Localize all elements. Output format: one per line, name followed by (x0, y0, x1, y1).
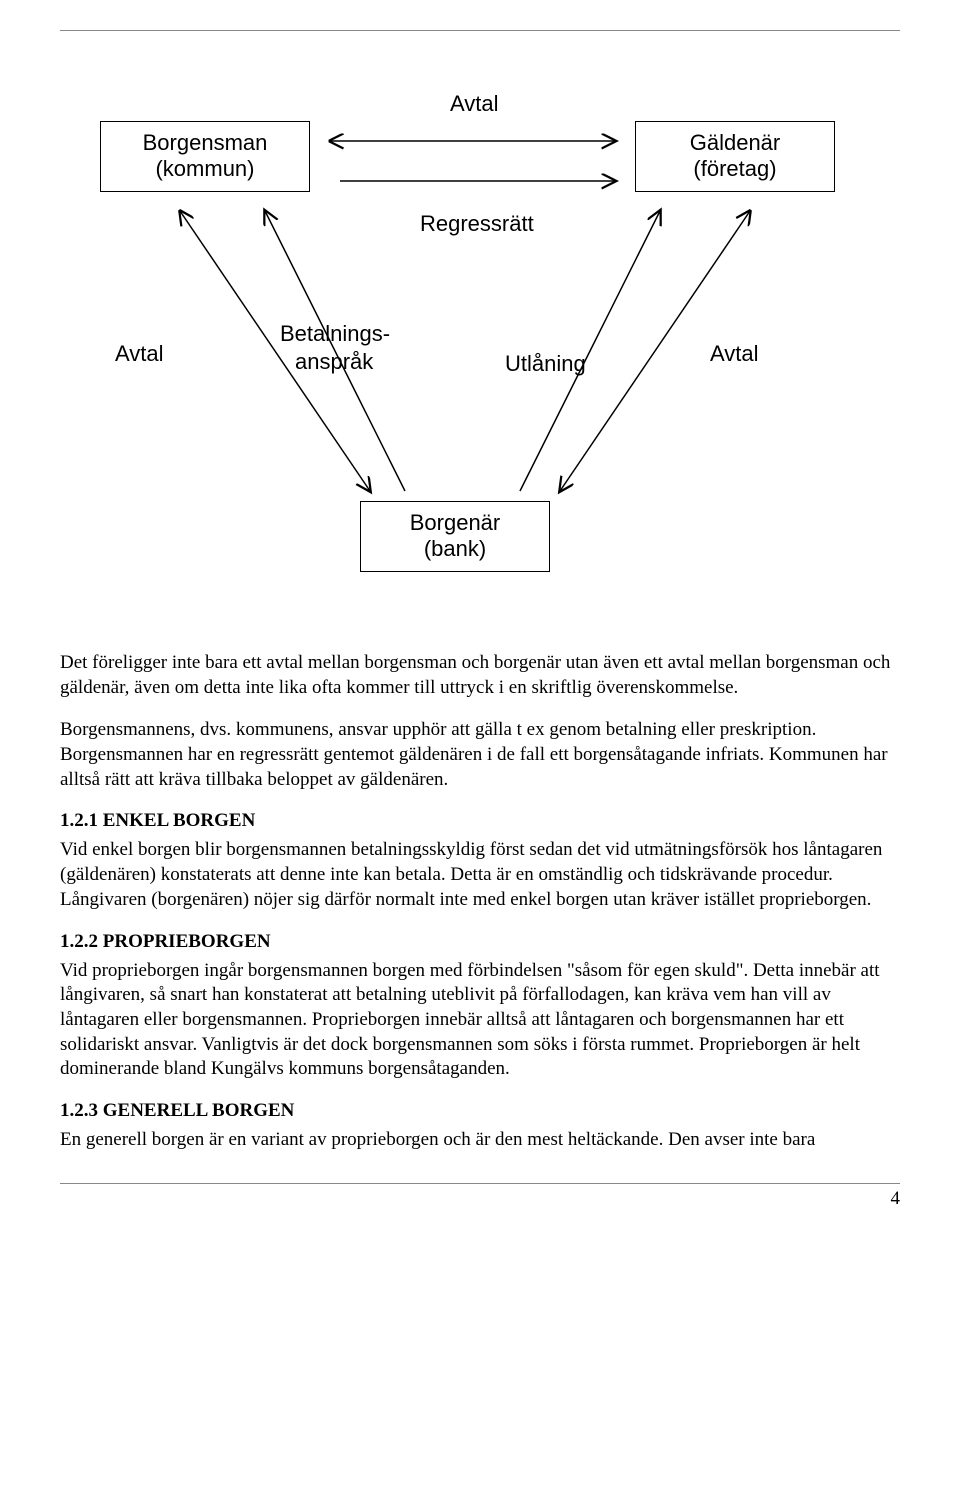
paragraph-1: Det föreligger inte bara ett avtal mella… (60, 651, 900, 700)
paragraph-3: Vid enkel borgen blir borgensmannen beta… (60, 838, 900, 912)
paragraph-4: Vid proprieborgen ingår borgensmannen bo… (60, 959, 900, 1082)
page-number: 4 (60, 1184, 900, 1210)
node-borgensman-line1: Borgensman (143, 130, 268, 155)
paragraph-5: En generell borgen är en variant av prop… (60, 1128, 900, 1153)
label-avtal-left: Avtal (115, 341, 164, 367)
label-avtal-top: Avtal (450, 91, 499, 117)
heading-enkel-borgen: 1.2.1 ENKEL BORGEN (60, 810, 900, 832)
node-galdenar-line2: (företag) (693, 156, 776, 181)
relationship-diagram: Borgensman (kommun) Gäldenär (företag) B… (70, 51, 890, 611)
node-borgenar-line2: (bank) (424, 536, 486, 561)
label-betalnings-line2: anspråk (295, 349, 373, 375)
label-utlaning: Utlåning (505, 351, 586, 377)
body-text: Det föreligger inte bara ett avtal mella… (60, 651, 900, 1153)
paragraph-2: Borgensmannens, dvs. kommunens, ansvar u… (60, 718, 900, 792)
heading-proprieborgen: 1.2.2 PROPRIEBORGEN (60, 931, 900, 953)
label-regressratt: Regressrätt (420, 211, 534, 237)
label-betalnings-line1: Betalnings- (280, 321, 390, 347)
node-borgenar-line1: Borgenär (410, 510, 501, 535)
node-borgenar: Borgenär (bank) (360, 501, 550, 572)
label-avtal-right: Avtal (710, 341, 759, 367)
node-galdenar: Gäldenär (företag) (635, 121, 835, 192)
node-borgensman: Borgensman (kommun) (100, 121, 310, 192)
heading-generell-borgen: 1.2.3 GENERELL BORGEN (60, 1100, 900, 1122)
node-borgensman-line2: (kommun) (155, 156, 254, 181)
node-galdenar-line1: Gäldenär (690, 130, 781, 155)
document-page: Borgensman (kommun) Gäldenär (företag) B… (0, 0, 960, 1250)
top-horizontal-rule (60, 30, 900, 31)
